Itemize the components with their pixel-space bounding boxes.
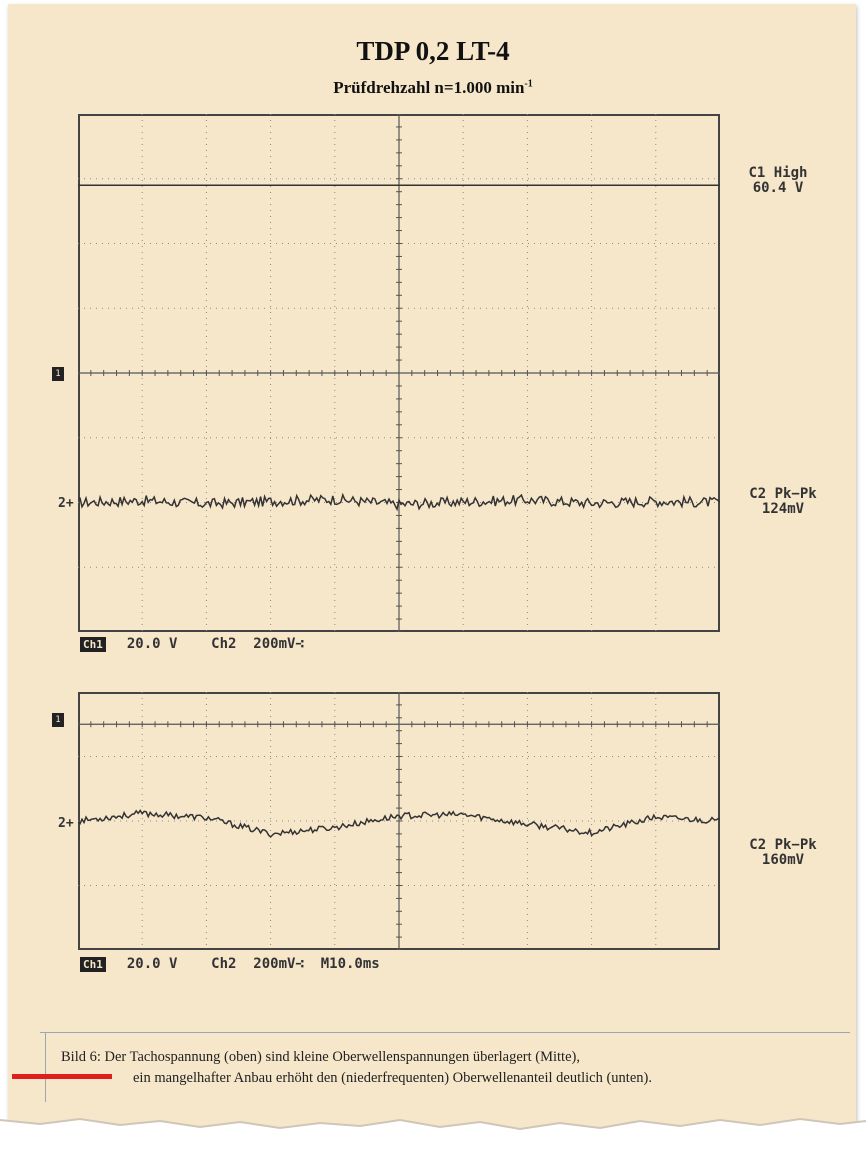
ch2-marker-top: 2+ [58,496,74,511]
c2-pkpk-readout-top: C2 Pk−Pk 124mV [728,487,838,517]
accent-bar [12,1074,112,1079]
caption-rule [40,1032,850,1033]
c2-readout-label-bottom: C2 Pk−Pk [749,837,817,853]
ch1-marker-bottom: 1 [52,713,64,727]
trace-c2 [78,809,720,839]
ch1-marker-top: 1 [52,367,64,381]
trace-c2 [78,492,720,512]
subtitle-exponent: -1 [524,78,533,90]
status-bar-bottom: 20.0 V Ch2 200mV∹ M10.0ms [110,956,380,972]
ch1-badge-bottom: Ch1 [80,957,106,972]
c1-readout-value: 60.4 V [752,180,804,196]
ch2-marker-bottom: 2+ [58,816,74,831]
status-bar-top: 20.0 V Ch2 200mV∹ [110,636,304,652]
ch1-badge-top: Ch1 [80,637,106,652]
chart-subtitle: Prüfdrehzahl n=1.000 min-1 [0,78,866,98]
c1-high-readout: C1 High 60.4 V [728,166,828,196]
c1-readout-label: C1 High [748,165,808,181]
paper-sheet [8,4,856,1129]
subtitle-text: Prüfdrehzahl n=1.000 min [333,78,525,97]
figure-caption: Bild 6: Der Tachospannung (oben) sind kl… [61,1047,652,1089]
oscilloscope-top [78,114,720,632]
torn-edge [0,1117,866,1167]
c2-pkpk-readout-bottom: C2 Pk−Pk 160mV [728,838,838,868]
c2-readout-label-top: C2 Pk−Pk [749,486,817,502]
chart-title: TDP 0,2 LT-4 [356,36,510,66]
caption-line-2: ein mangelhafter Anbau erhöht den (niede… [133,1070,652,1086]
c2-readout-value-top: 124mV [761,501,805,517]
caption-rule-vertical [45,1032,46,1102]
c2-readout-value-bottom: 160mV [761,852,805,868]
caption-line-1: Bild 6: Der Tachospannung (oben) sind kl… [61,1049,580,1065]
oscilloscope-bottom [78,692,720,950]
